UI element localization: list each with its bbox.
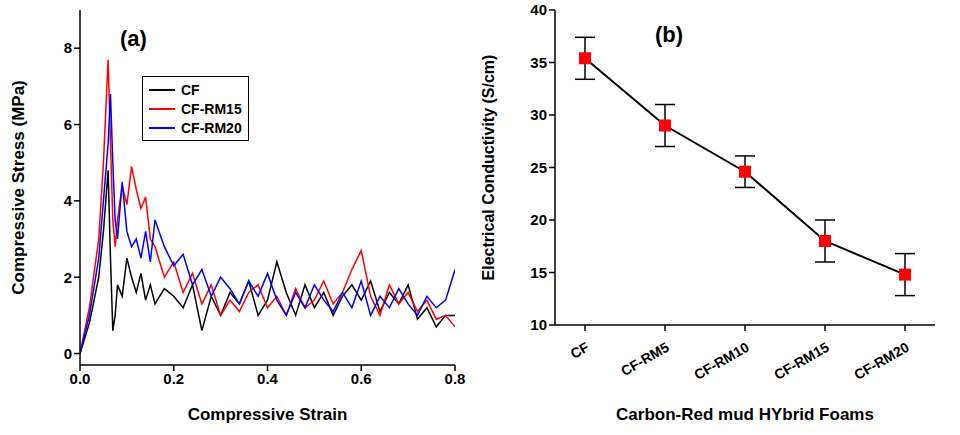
svg-text:35: 35 — [530, 54, 547, 71]
svg-text:0.2: 0.2 — [163, 370, 184, 387]
svg-text:Compressive Strain: Compressive Strain — [188, 405, 348, 424]
svg-text:25: 25 — [530, 159, 547, 176]
svg-text:CF-RM20: CF-RM20 — [851, 339, 912, 383]
svg-text:Compressive Stress (MPa): Compressive Stress (MPa) — [9, 80, 28, 294]
svg-text:40: 40 — [530, 1, 547, 18]
svg-text:0.0: 0.0 — [70, 370, 91, 387]
svg-text:0.6: 0.6 — [351, 370, 372, 387]
svg-text:2: 2 — [64, 269, 72, 286]
svg-text:CF-RM5: CF-RM5 — [618, 339, 672, 379]
svg-text:8: 8 — [64, 39, 72, 56]
svg-text:Carbon-Red mud HYbrid Foams: Carbon-Red mud HYbrid Foams — [616, 405, 874, 424]
svg-text:0.4: 0.4 — [257, 370, 279, 387]
svg-text:CF-RM15: CF-RM15 — [771, 339, 832, 383]
svg-text:10: 10 — [530, 316, 547, 333]
svg-text:Electrical Conductivity (S/cm): Electrical Conductivity (S/cm) — [480, 55, 497, 281]
svg-text:0.8: 0.8 — [445, 370, 466, 387]
svg-text:30: 30 — [530, 106, 547, 123]
svg-text:15: 15 — [530, 264, 547, 281]
html-text:CF-RM20: CF-RM20 — [181, 119, 242, 136]
svg-text:0: 0 — [64, 345, 72, 362]
html-text:(a): (a) — [120, 26, 147, 51]
svg-text:CF-RM10: CF-RM10 — [691, 339, 752, 383]
html-text:(b): (b) — [655, 22, 684, 47]
svg-text:4: 4 — [64, 192, 73, 209]
svg-text:CF: CF — [568, 339, 593, 362]
html-text:CF: CF — [181, 81, 200, 98]
svg-text:6: 6 — [64, 116, 72, 133]
html-text:CF-RM15: CF-RM15 — [181, 100, 242, 117]
svg-text:20: 20 — [530, 211, 547, 228]
